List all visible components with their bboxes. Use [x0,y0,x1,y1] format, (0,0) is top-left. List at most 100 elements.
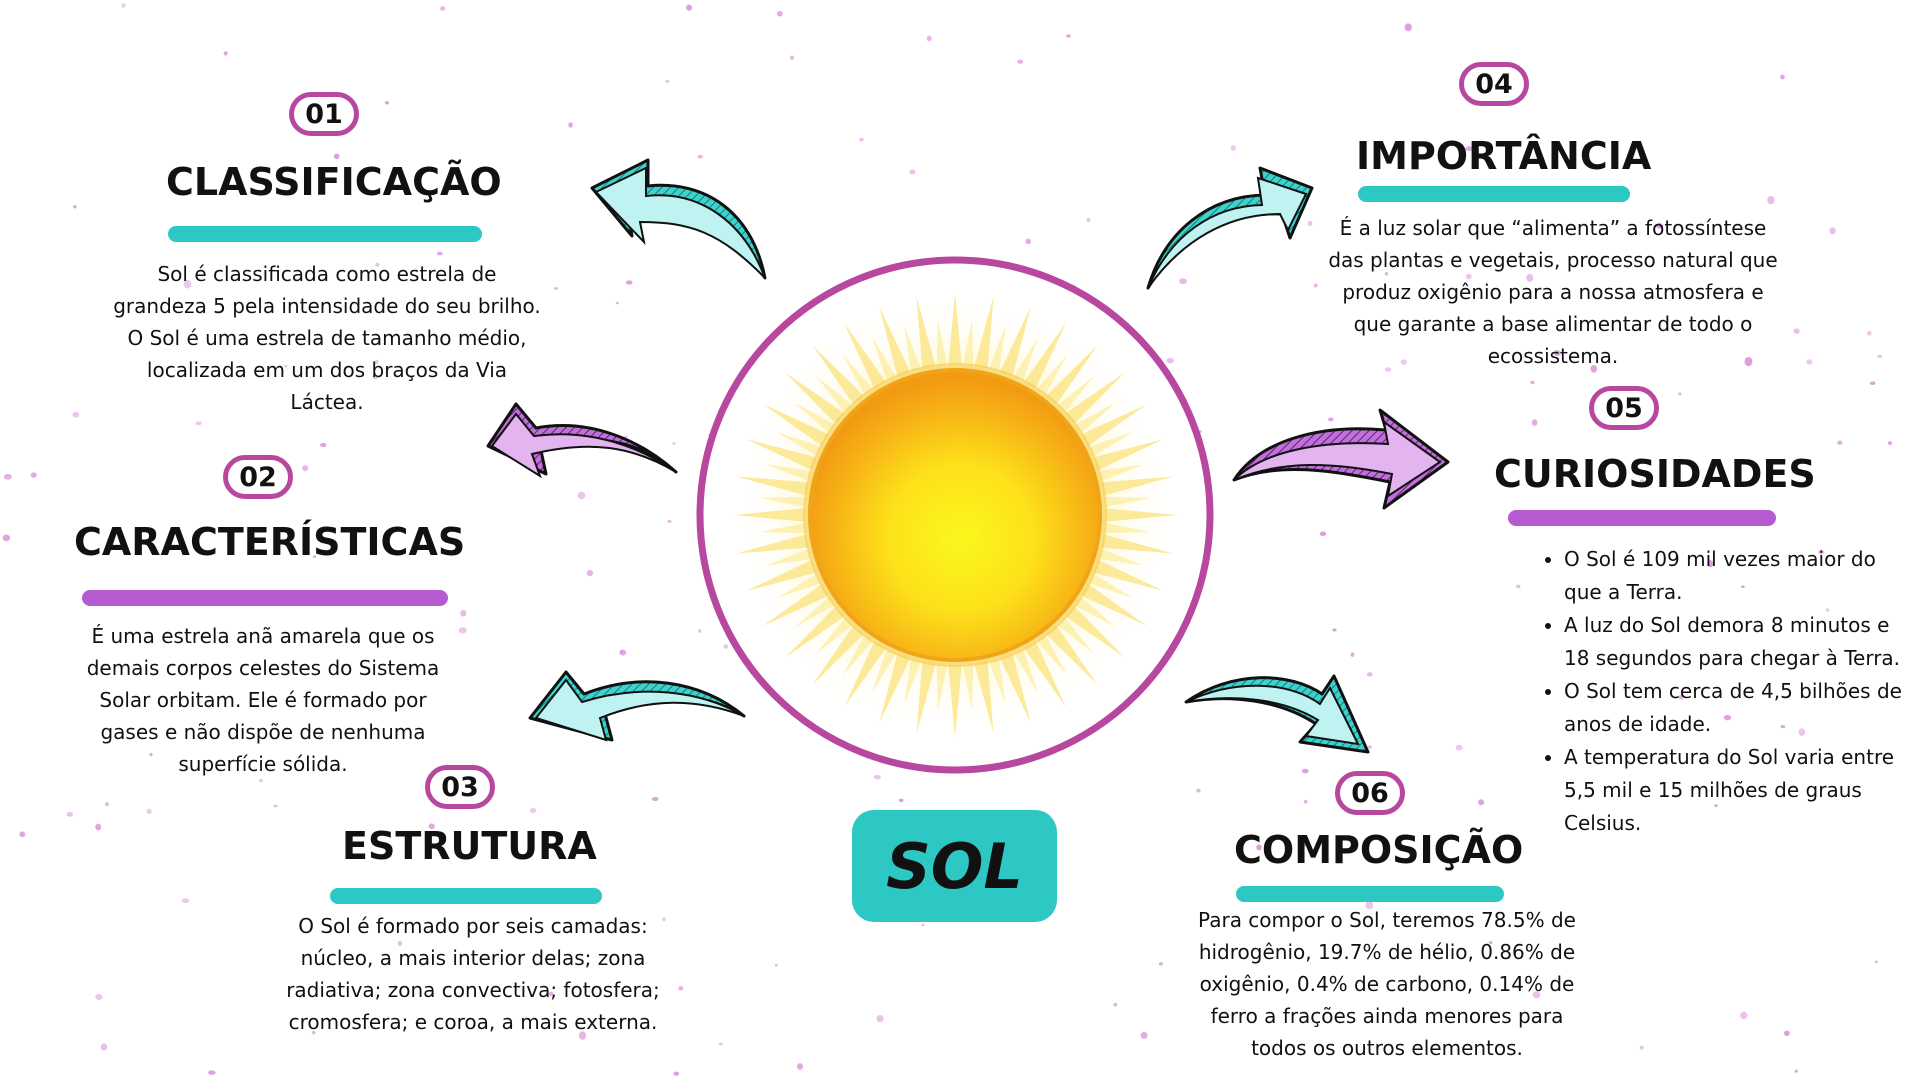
sun-ray [1024,641,1066,708]
sun-ray [812,625,864,686]
sun-ray [1093,559,1164,591]
sun-ray [842,354,874,396]
sun-ray [842,634,874,676]
sun-ray [736,534,809,554]
arrow-to-classificacao [590,158,767,280]
sun-ray [765,464,812,482]
sun-ray [784,372,845,424]
sun-ray [974,296,994,369]
sun-ray [1046,625,1098,686]
sun-ray [962,663,974,711]
sun-ray [844,641,886,708]
text-classificacao: Sol é classificada como estrela de grand… [113,262,541,414]
sun-ray [1036,634,1068,676]
sun-ray [1013,648,1038,693]
sun-ray [1101,534,1174,554]
sun-ray [872,337,897,382]
section-number-03: 03 [425,765,495,809]
sun-ray [904,325,922,372]
sun-ray [1024,322,1066,389]
sun-ray [1101,476,1174,496]
sun-ray [1036,354,1068,396]
sun-ray [1098,548,1145,566]
underline-classificacao [168,226,482,242]
sun-ray [765,548,812,566]
sun-ray [1103,496,1151,508]
sun-ray [1103,522,1151,534]
sun-illustration [696,256,1214,774]
curiosidades-list: O Sol é 109 mil vezes maior do que a Ter… [1538,543,1904,840]
arrow-to-composicao [1184,674,1370,754]
section-number-01: 01 [289,92,359,136]
heading-importancia: IMPORTÂNCIA [1356,134,1652,178]
sun-ray [1057,617,1094,654]
sun-ray [999,653,1031,724]
sun-ray [762,404,829,446]
sun-ray [1093,439,1164,471]
sun-ray [733,508,806,522]
sun-ray [962,319,974,367]
heading-composicao: COMPOSIÇÃO [1234,828,1524,872]
heading-classificacao: CLASSIFICAÇÃO [166,160,502,204]
sun-ray [794,402,836,434]
heading-estrutura: ESTRUTURA [342,824,597,868]
sun-ray [736,476,809,496]
underline-composicao [1236,886,1504,902]
sun-ray [872,648,897,693]
arrow-to-importancia [1146,166,1314,290]
sun-ray [759,522,807,534]
text-importancia: É a luz solar que “alimenta” a fotossínt… [1328,216,1778,368]
sun-ray [1088,432,1133,457]
curiosidade-item: A temperatura do Sol varia entre 5,5 mil… [1564,741,1904,840]
underline-estrutura [330,888,602,904]
sun-ray [1081,584,1148,626]
sun-ray [879,306,911,377]
heading-caracteristicas: CARACTERÍSTICAS [74,520,466,564]
sun-ray [1104,508,1177,522]
underline-curiosidades [1508,510,1776,526]
sun-ray [794,596,836,628]
sun-ray [988,325,1006,372]
underline-caracteristicas [82,590,448,606]
sun-core [808,368,1102,662]
sun-ray [759,496,807,508]
sun-ray [746,439,817,471]
sun-ray [1074,402,1116,434]
sun-ray [1046,344,1098,405]
sun-ray [1074,596,1116,628]
title-badge: SOL [852,810,1057,922]
sun-ray [816,376,853,413]
sun-ray [936,319,948,367]
text-caracteristicas: É uma estrela anã amarela que os demais … [86,624,440,776]
sun-ray [988,658,1006,705]
sun-ray [948,293,962,366]
curiosidade-item: A luz do Sol demora 8 minutos e 18 segun… [1564,609,1904,675]
sun-ray [974,661,994,734]
sun-ray [916,296,936,369]
sun-ray [1065,606,1126,658]
sun-ray [948,664,962,737]
sun-ray [879,653,911,724]
sun-ray [816,617,853,654]
section-number-05: 05 [1589,386,1659,430]
sun-ray [1088,573,1133,598]
sun-rays [733,293,1177,737]
arrow-to-curiosidades [1232,408,1450,510]
section-number-04: 04 [1459,62,1529,106]
sun-ray [1057,376,1094,413]
sun-ray [999,306,1031,377]
curiosidade-item: O Sol é 109 mil vezes maior do que a Ter… [1564,543,1904,609]
sun-ray [904,658,922,705]
text-estrutura: O Sol é formado por seis camadas: núcleo… [286,914,660,1034]
sun-ray [746,559,817,591]
arrow-to-estrutura [528,670,746,742]
sun-ray [1065,372,1126,424]
sun-ray [916,661,936,734]
sun-ray [1081,404,1148,446]
sun-ray [762,584,829,626]
sun-ray [784,606,845,658]
sun-ray [936,663,948,711]
heading-curiosidades: CURIOSIDADES [1494,452,1816,496]
text-composicao: Para compor o Sol, teremos 78.5% de hidr… [1198,908,1576,1060]
